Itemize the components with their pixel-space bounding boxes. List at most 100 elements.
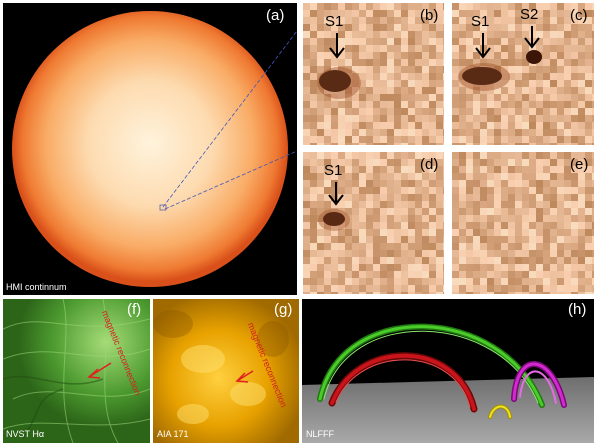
- granule-cell: [310, 129, 317, 136]
- granule-cell: [501, 257, 508, 264]
- granule-cell: [338, 31, 345, 38]
- granule-cell: [338, 38, 345, 45]
- granule-cell: [345, 180, 352, 187]
- granule-cell: [571, 10, 578, 17]
- granule-cell: [585, 38, 592, 45]
- granule-cell: [585, 3, 592, 10]
- granule-cell: [303, 94, 310, 101]
- granule-cell: [536, 136, 543, 143]
- granule-cell: [387, 94, 394, 101]
- granule-cell: [317, 271, 324, 278]
- granule-cell: [401, 278, 408, 285]
- granule-cell: [515, 129, 522, 136]
- granule-cell: [422, 250, 429, 257]
- granule-cell: [380, 59, 387, 66]
- granule-cell: [578, 3, 585, 10]
- granule-cell: [564, 236, 571, 243]
- granule-cell: [422, 94, 429, 101]
- granule-cell: [352, 187, 359, 194]
- granule-cell: [415, 278, 422, 285]
- granule-cell: [436, 236, 443, 243]
- granule-cell: [515, 101, 522, 108]
- granule-cell: [585, 264, 592, 271]
- granule-cell: [366, 152, 373, 159]
- granule-cell: [578, 257, 585, 264]
- granule-cell: [536, 31, 543, 38]
- granule-cell: [592, 3, 594, 10]
- granule-cell: [429, 45, 436, 52]
- granule-cell: [394, 31, 401, 38]
- granule-cell: [578, 285, 585, 292]
- granule-cell: [373, 45, 380, 52]
- granule-cell: [529, 122, 536, 129]
- granule-cell: [443, 115, 444, 122]
- granule-cell: [564, 292, 571, 294]
- granule-cell: [324, 129, 331, 136]
- granule-cell: [443, 201, 444, 208]
- granule-cell: [422, 3, 429, 10]
- granule-cell: [387, 87, 394, 94]
- granule-cell: [585, 101, 592, 108]
- granule-cell: [592, 285, 594, 292]
- granule-cell: [564, 152, 571, 159]
- granule-cell: [515, 52, 522, 59]
- granule-cell: [380, 229, 387, 236]
- granule-cell: [387, 122, 394, 129]
- granule-cell: [380, 80, 387, 87]
- panel-a-caption: HMI continnum: [6, 282, 67, 292]
- granule-cell: [550, 73, 557, 80]
- granule-cell: [303, 257, 310, 264]
- granule-cell: [494, 250, 501, 257]
- granule-cell: [359, 187, 366, 194]
- granule-cell: [459, 166, 466, 173]
- granule-cell: [515, 264, 522, 271]
- granule-cell: [564, 201, 571, 208]
- granule-cell: [345, 101, 352, 108]
- granule-cell: [564, 257, 571, 264]
- granule-cell: [459, 187, 466, 194]
- granule-cell: [557, 143, 564, 145]
- granule-cell: [473, 264, 480, 271]
- granule-cell: [508, 66, 515, 73]
- granule-cell: [324, 208, 331, 215]
- granule-cell: [394, 264, 401, 271]
- granule-cell: [394, 187, 401, 194]
- granule-cell: [401, 66, 408, 73]
- granule-cell: [522, 173, 529, 180]
- panel-b-image: [303, 3, 444, 145]
- granule-cell: [422, 215, 429, 222]
- granule-cell: [571, 38, 578, 45]
- granule-cell: [571, 45, 578, 52]
- granule-cell: [366, 250, 373, 257]
- granule-cell: [557, 31, 564, 38]
- granule-cell: [352, 66, 359, 73]
- granule-cell: [338, 180, 345, 187]
- granule-cell: [394, 236, 401, 243]
- granule-cell: [373, 115, 380, 122]
- granule-cell: [380, 166, 387, 173]
- granule-cell: [487, 250, 494, 257]
- granule-cell: [522, 215, 529, 222]
- granule-cell: [459, 101, 466, 108]
- panel-g-label: (g): [274, 301, 293, 318]
- granule-cell: [494, 208, 501, 215]
- granule-cell: [466, 285, 473, 292]
- granule-cell: [522, 180, 529, 187]
- granule-cell: [543, 10, 550, 17]
- granule-cell: [408, 201, 415, 208]
- granule-cell: [408, 115, 415, 122]
- granule-cell: [529, 166, 536, 173]
- aia-image: [153, 299, 299, 443]
- granule-cell: [473, 10, 480, 17]
- granule-cell: [443, 236, 444, 243]
- granule-cell: [387, 215, 394, 222]
- granule-cell: [543, 201, 550, 208]
- granule-cell: [324, 136, 331, 143]
- granule-cell: [508, 108, 515, 115]
- granule-cell: [443, 285, 444, 292]
- granule-cell: [480, 152, 487, 159]
- granule-cell: [515, 250, 522, 257]
- granule-cell: [452, 215, 459, 222]
- granule-cell: [557, 101, 564, 108]
- granule-cell: [487, 115, 494, 122]
